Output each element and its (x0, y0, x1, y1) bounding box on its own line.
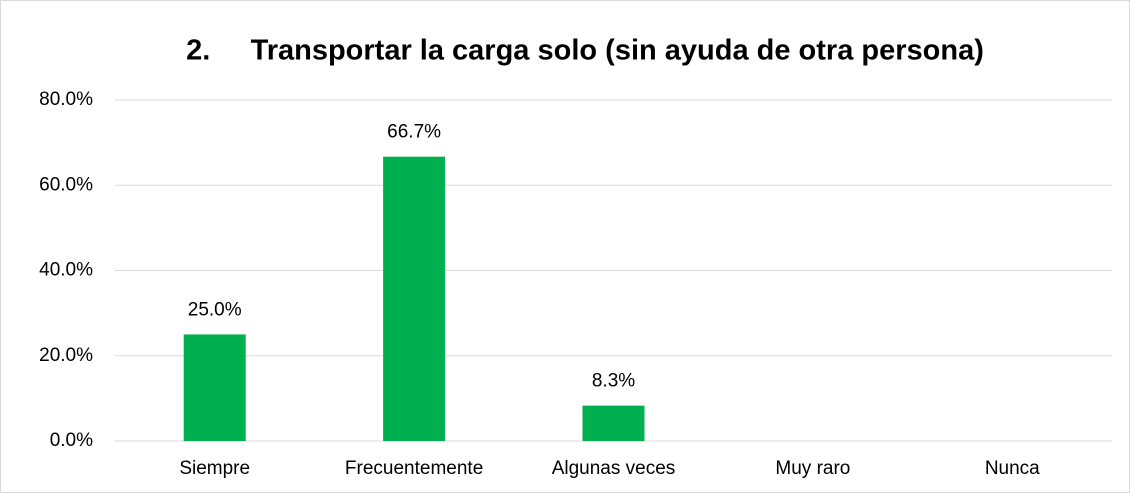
y-tick-label: 60.0% (39, 174, 93, 195)
data-label: 66.7% (387, 122, 441, 143)
x-tick-label: Frecuentemente (345, 458, 483, 479)
y-tick-label: 0.0% (50, 430, 93, 451)
bar (183, 334, 246, 441)
chart-title: 2. Transportar la carga solo (sin ayuda … (186, 35, 984, 67)
x-tick-label: Algunas veces (552, 458, 676, 479)
data-label: 25.0% (188, 299, 242, 320)
y-tick-label: 20.0% (39, 345, 93, 366)
y-tick-label: 40.0% (39, 260, 93, 281)
y-tick-label: 80.0% (39, 89, 93, 110)
x-tick-label: Muy raro (775, 458, 850, 479)
x-tick-label: Nunca (985, 458, 1040, 479)
bar (383, 156, 446, 441)
x-tick-label: Siempre (179, 458, 250, 479)
data-label: 8.3% (592, 371, 635, 392)
bar (582, 405, 645, 441)
